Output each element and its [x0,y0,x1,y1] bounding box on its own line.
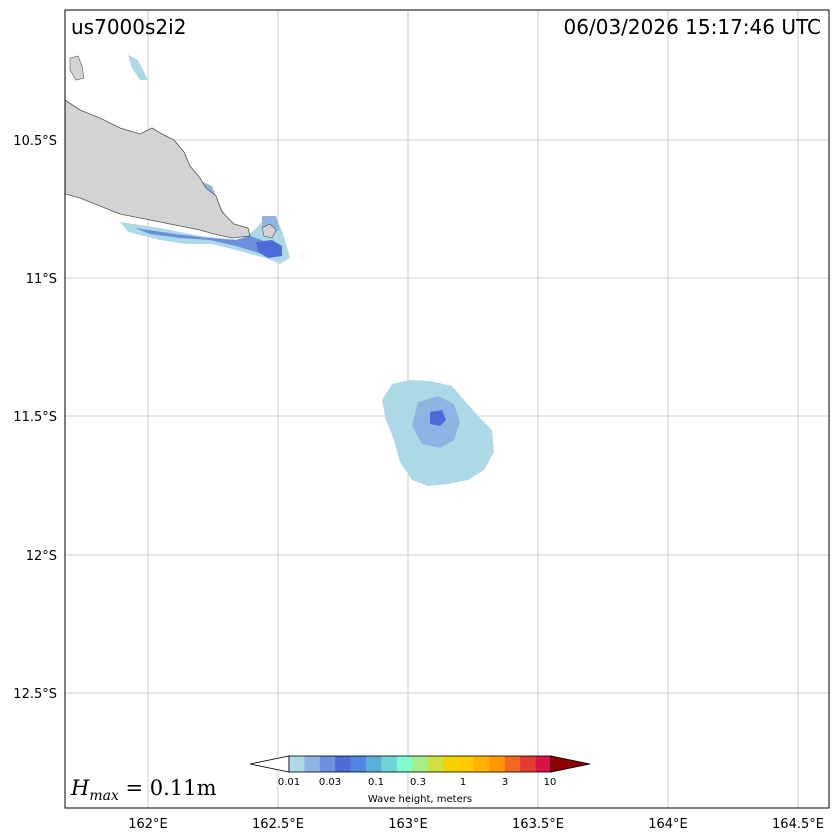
lon-label-164-5: 164.5°E [772,817,824,832]
colorbar-cell [489,756,506,772]
colorbar-cell [289,756,305,772]
hmax-annotation: Hmax = 0.11m [70,776,217,804]
coastal-wave-north [128,55,148,80]
colorbar-cell [427,756,444,772]
event-id-label: us7000s2i2 [71,15,186,39]
colorbar-cell [412,756,429,772]
map-frame [64,9,830,809]
colorbar-tick-2: 0.1 [368,777,384,788]
lon-label-162-5: 162.5°E [252,817,304,832]
colorbar-cell [319,756,336,772]
colorbar-tick-5: 3 [502,777,508,788]
lat-label-11-5: 11.5°S [13,410,57,425]
coastal-wave-high [135,228,276,256]
main-island [64,99,251,239]
colorbar-cell [520,756,536,772]
lon-tick-labels: 162°E 162.5°E 163°E 163.5°E 164°E 164.5°… [128,817,824,832]
colorbar-cell [396,756,413,772]
colorbar-cell [443,756,459,772]
colorbar-label: Wave height, meters [368,794,472,805]
colorbar-tick-3: 0.3 [410,777,426,788]
colorbar-tick-1: 0.03 [319,777,341,788]
lat-label-12: 12°S [26,549,57,564]
colorbar: 0.01 0.03 0.1 0.3 1 3 10 Wave height, me… [249,755,591,805]
colorbar-cell [304,756,321,772]
coastal-wave-peak [256,240,282,258]
hmax-subscript: max [89,788,119,804]
hmax-value: = 0.11m [119,776,217,800]
lat-tick-labels: 10.5°S 11°S 11.5°S 12°S 12.5°S [13,134,57,702]
coastal-wave-low [120,218,290,264]
colorbar-cells [289,756,552,772]
colorbar-cell [335,756,352,772]
northern-islet [69,55,85,81]
colorbar-outline [288,755,552,773]
lon-label-162: 162°E [128,817,168,832]
colorbar-cell [458,756,475,772]
colorbar-cell [473,756,490,772]
colorbar-cell [504,756,521,772]
lon-label-163: 163°E [388,817,428,832]
land-area [64,55,277,239]
colorbar-cell [350,756,367,772]
lon-label-163-5: 163.5°E [512,817,564,832]
lat-label-10-5: 10.5°S [13,134,57,149]
colorbar-tick-0: 0.01 [278,777,300,788]
wave-contour-peak [430,410,446,426]
colorbar-tick-4: 1 [460,777,466,788]
colorbar-cell [366,756,382,772]
colorbar-tick-labels: 0.01 0.03 0.1 0.3 1 3 10 [278,777,557,788]
lat-label-12-5: 12.5°S [13,687,57,702]
colorbar-cell [381,756,398,772]
lat-label-11: 11°S [26,272,57,287]
timestamp-label: 06/03/2026 15:17:46 UTC [564,15,821,39]
lon-label-164: 164°E [648,817,688,832]
colorbar-tick-6: 10 [544,777,557,788]
hmax-symbol: H [70,776,90,800]
source-wave-field [382,380,494,486]
small-islet [261,223,277,239]
colorbar-cell [535,756,552,772]
